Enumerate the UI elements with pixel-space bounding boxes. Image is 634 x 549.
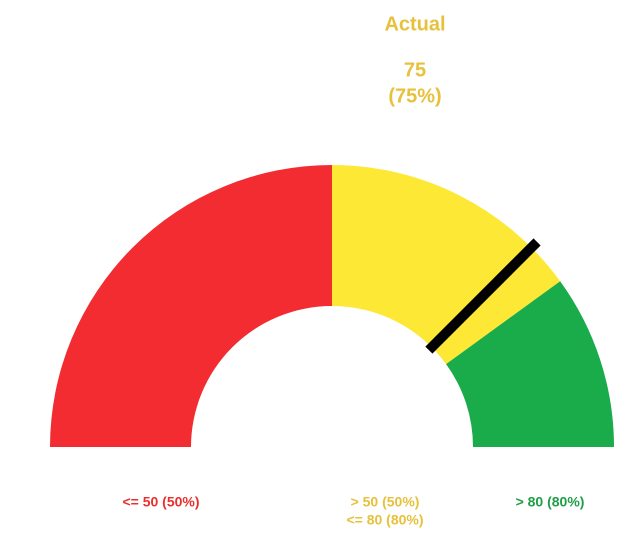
value-percent-label: (75%) (388, 85, 441, 107)
gauge-band (50, 165, 332, 447)
value-label: 75 (404, 59, 426, 81)
band-label: <= 50 (50%) (122, 494, 199, 510)
band-label: > 50 (50%) (351, 494, 420, 510)
chart-title: Actual (384, 13, 445, 35)
band-label: > 80 (80%) (516, 494, 585, 510)
gauge-band (446, 281, 614, 447)
gauge-band (332, 165, 561, 365)
band-label: <= 80 (80%) (346, 512, 423, 528)
needle (425, 238, 541, 354)
